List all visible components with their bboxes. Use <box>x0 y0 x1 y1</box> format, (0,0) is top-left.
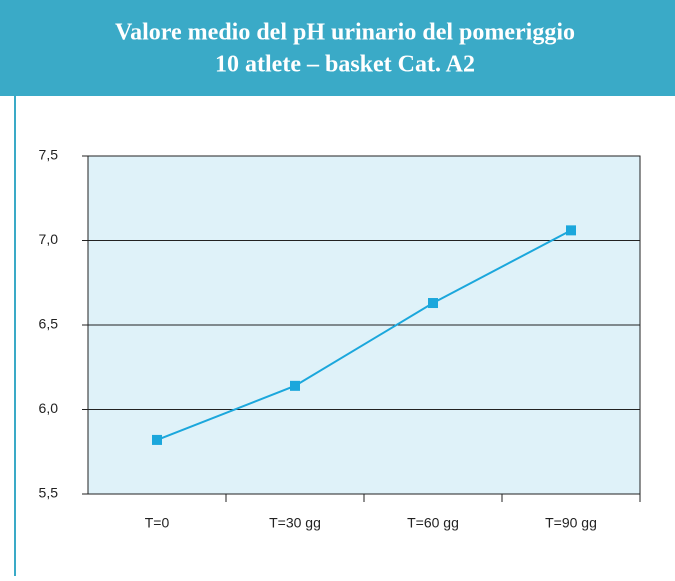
header-band <box>0 0 675 96</box>
y-tick-label: 6,5 <box>39 316 59 332</box>
y-tick-label: 5,5 <box>39 485 59 501</box>
data-point <box>290 380 300 391</box>
series-line <box>156 229 572 441</box>
x-tick-label: T=90 gg <box>545 515 597 531</box>
data-point <box>566 225 576 236</box>
x-tick-label: T=60 gg <box>407 515 459 531</box>
chart-title: Valore medio del pH urinario del pomerig… <box>115 20 575 46</box>
data-point <box>428 298 438 309</box>
x-tick-label: T=30 gg <box>269 515 321 531</box>
x-tick-label: T=0 <box>145 515 170 531</box>
y-tick-label: 6,0 <box>39 400 59 416</box>
chart-subtitle: 10 atlete – basket Cat. A2 <box>215 52 475 78</box>
y-tick-label: 7,0 <box>39 231 59 247</box>
y-tick-label: 7,5 <box>39 147 59 163</box>
data-point <box>152 434 162 445</box>
